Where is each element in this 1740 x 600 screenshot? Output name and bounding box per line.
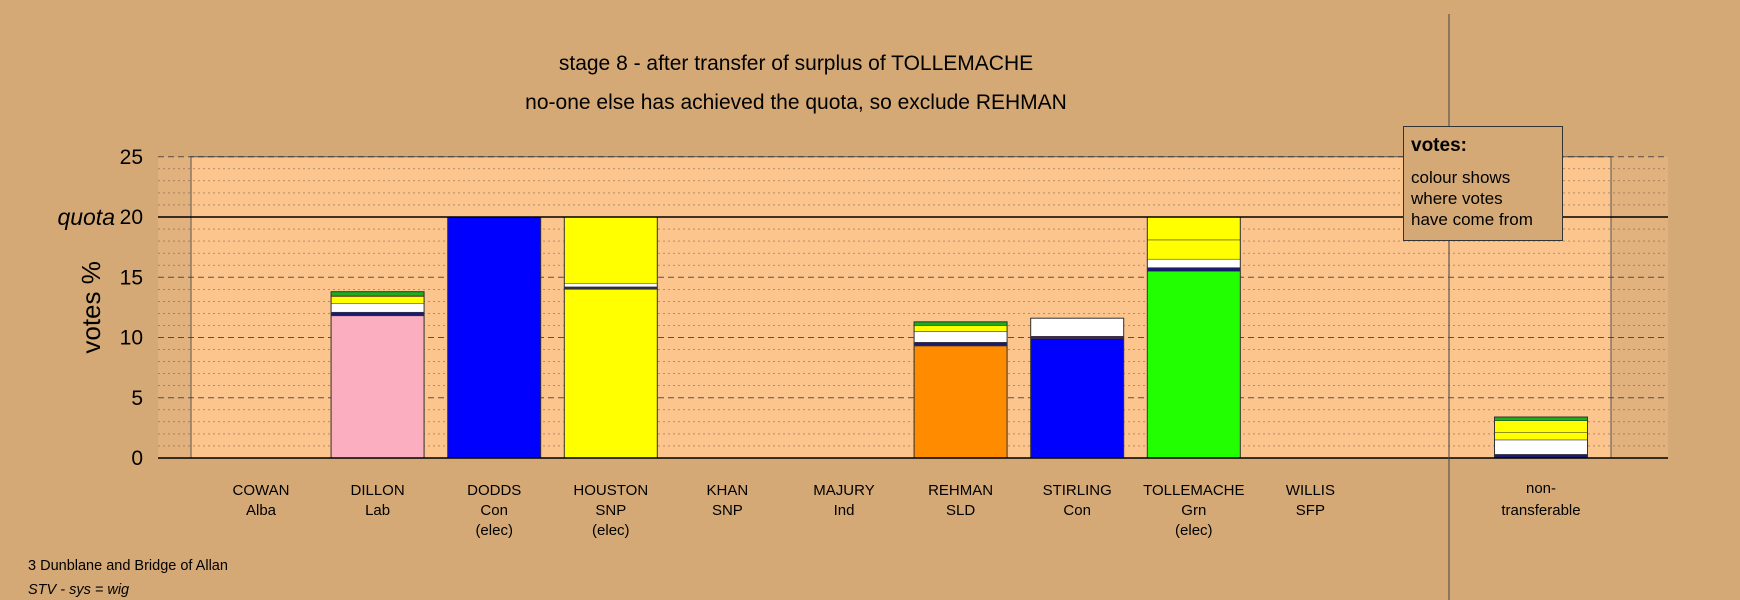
bar-rehman-segment: [913, 331, 1008, 343]
bar-tollemache-segment: [1147, 270, 1241, 459]
candidate-party: Con: [1063, 502, 1091, 519]
bar-dillon-segment: [330, 296, 425, 305]
candidate-party: Ind: [834, 502, 855, 519]
bar-stirling-segment: [1030, 336, 1124, 339]
bar-nontransferable-segment: [1494, 420, 1588, 433]
legend-line: have come from: [1411, 210, 1533, 229]
bar-tollemache-segment: [1147, 216, 1241, 241]
system-note: STV - sys = wig: [28, 582, 130, 598]
bar-dillon-segment: [330, 311, 425, 317]
bar-rehman-segment: [913, 321, 1008, 326]
bar-dillon-segment: [330, 291, 425, 296]
bar-rehman-segment: [913, 325, 1008, 332]
candidate-name: WILLIS: [1286, 482, 1335, 499]
candidate-name: DILLON: [351, 482, 405, 499]
bars: [214, 216, 1588, 459]
y-tick-label: 15: [120, 266, 143, 289]
candidate-name: COWAN: [233, 482, 290, 499]
bar-houston-segment: [564, 283, 658, 288]
bar-dillon-segment: [330, 303, 425, 313]
candidate-party: Lab: [365, 502, 390, 519]
legend: votes: colour shows where votes have com…: [1403, 126, 1563, 241]
bar-rehman-segment: [913, 345, 1008, 459]
y-tick-label: 0: [131, 447, 143, 470]
y-tick-label: 5: [131, 387, 143, 410]
quota-label: quota: [57, 204, 115, 230]
bar-stirling-segment: [1030, 317, 1124, 337]
chart-subtitle: no-one else has achieved the quota, so e…: [525, 91, 1067, 114]
candidate-status: (elec): [1175, 522, 1213, 539]
y-axis-label: votes %: [76, 261, 106, 354]
legend-line: where votes: [1411, 189, 1503, 208]
candidate-name: REHMAN: [928, 482, 993, 499]
candidate-party: Grn: [1181, 502, 1206, 519]
candidate-party: SFP: [1296, 502, 1325, 519]
bar-tollemache-segment: [1147, 258, 1241, 268]
candidate-party: SLD: [946, 502, 975, 519]
bar-nontransferable-segment: [1494, 439, 1588, 455]
y-tick-label: 25: [120, 146, 143, 169]
axis-labels: 0 5 10 15 20 25 quota votes % COWAN Alba DILLON Lab…: [57, 146, 1580, 539]
candidate-name: KHAN: [707, 482, 749, 499]
nontransferable-label: non-: [1526, 480, 1556, 497]
candidate-party: SNP: [712, 502, 743, 519]
y-tick-label: 20: [120, 206, 143, 229]
bar-tollemache-segment: [1147, 239, 1241, 260]
ward-name: 3 Dunblane and Bridge of Allan: [28, 558, 228, 574]
candidate-name: HOUSTON: [573, 482, 648, 499]
candidate-party: SNP: [595, 502, 626, 519]
candidate-status: (elec): [475, 522, 513, 539]
bar-stirling-segment: [1030, 338, 1124, 459]
plot-inner-area: [190, 156, 1612, 459]
candidate-name: TOLLEMACHE: [1143, 482, 1244, 499]
legend-title: votes:: [1411, 135, 1467, 156]
candidate-status: (elec): [592, 522, 630, 539]
candidate-name: STIRLING: [1043, 482, 1112, 499]
candidate-name: MAJURY: [813, 482, 874, 499]
bar-houston-segment: [564, 216, 658, 284]
bar-tollemache-segment: [1147, 267, 1241, 272]
y-tick-label: 10: [120, 327, 143, 350]
bar-dodds-segment: [447, 216, 541, 459]
bar-houston-segment: [564, 289, 658, 459]
nontransferable-label: transferable: [1501, 502, 1580, 519]
legend-line: colour shows: [1411, 168, 1511, 187]
chart-title: stage 8 - after transfer of surplus of T…: [558, 52, 1034, 75]
candidate-party: Alba: [246, 502, 277, 519]
bar-rehman-segment: [913, 342, 1008, 347]
candidate-party: Con: [480, 502, 508, 519]
bar-nontransferable-segment: [1494, 416, 1588, 421]
candidate-name: DODDS: [467, 482, 521, 499]
bar-dillon-segment: [330, 315, 425, 459]
bar-nontransferable-segment: [1494, 432, 1588, 441]
bar-houston-segment: [564, 286, 658, 290]
